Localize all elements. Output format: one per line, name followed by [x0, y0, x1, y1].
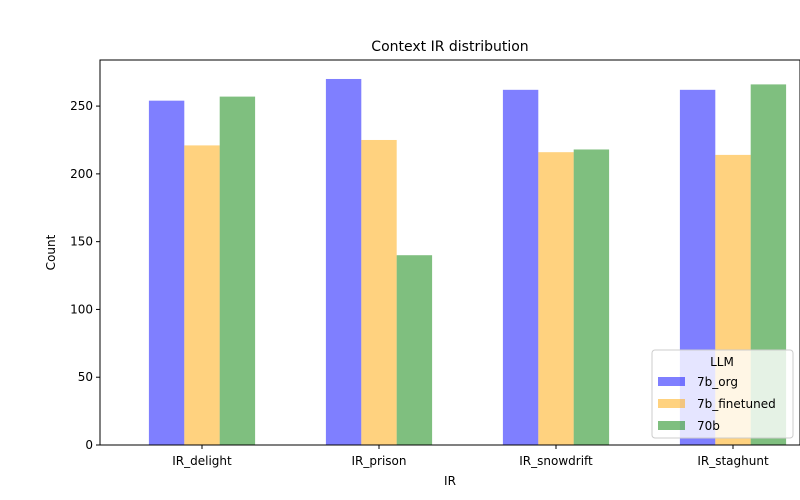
- bar-70b-IR_delight: [219, 96, 256, 445]
- y-tick-label: 0: [85, 438, 93, 452]
- x-axis-label: IR: [444, 474, 456, 488]
- y-axis-label: Count: [44, 234, 58, 270]
- bar-70b-IR_prison: [396, 255, 433, 445]
- legend-title: LLM: [710, 355, 734, 369]
- legend: LLM 7b_org 7b_finetuned 70b: [651, 349, 794, 439]
- legend-items: 7b_org 7b_finetuned 70b: [658, 375, 776, 433]
- bar-7b_org-IR_prison: [325, 78, 362, 445]
- bar-7b_finetuned-IR_delight: [184, 145, 220, 446]
- x-tick-label-IR_staghunt: IR_staghunt: [697, 454, 769, 468]
- y-tick-label: 50: [78, 370, 93, 384]
- legend-swatch-70b: [658, 421, 685, 430]
- x-tick-label-IR_snowdrift: IR_snowdrift: [519, 454, 593, 468]
- y-tick-label: 200: [70, 167, 93, 181]
- legend-box: [651, 349, 794, 439]
- bar-7b_finetuned-IR_prison: [361, 139, 397, 445]
- legend-label-7b_finetuned: 7b_finetuned: [697, 397, 776, 411]
- x-tick-label-IR_delight: IR_delight: [172, 454, 232, 468]
- chart-title: Context IR distribution: [371, 39, 528, 55]
- legend-swatch-7b_org: [658, 377, 685, 386]
- plot-frame: [99, 59, 800, 446]
- y-axis: 0 50 100 150 200 250: [70, 99, 100, 452]
- legend-swatch-7b_finetuned: [658, 399, 685, 408]
- bar-70b-IR_snowdrift: [573, 149, 610, 445]
- legend-label-70b: 70b: [697, 419, 720, 433]
- y-tick-label: 250: [70, 99, 93, 113]
- x-axis: IR_delight IR_prison IR_snowdrift IR_staghu…: [172, 445, 769, 468]
- y-tick-label: 100: [70, 302, 93, 316]
- y-tick-label: 150: [70, 235, 93, 249]
- bar-7b_org-IR_delight: [148, 100, 185, 446]
- legend-label-7b_org: 7b_org: [697, 375, 738, 389]
- x-tick-label-IR_prison: IR_prison: [352, 454, 407, 468]
- bar-7b_org-IR_snowdrift: [502, 89, 539, 445]
- bar-7b_finetuned-IR_snowdrift: [538, 152, 574, 445]
